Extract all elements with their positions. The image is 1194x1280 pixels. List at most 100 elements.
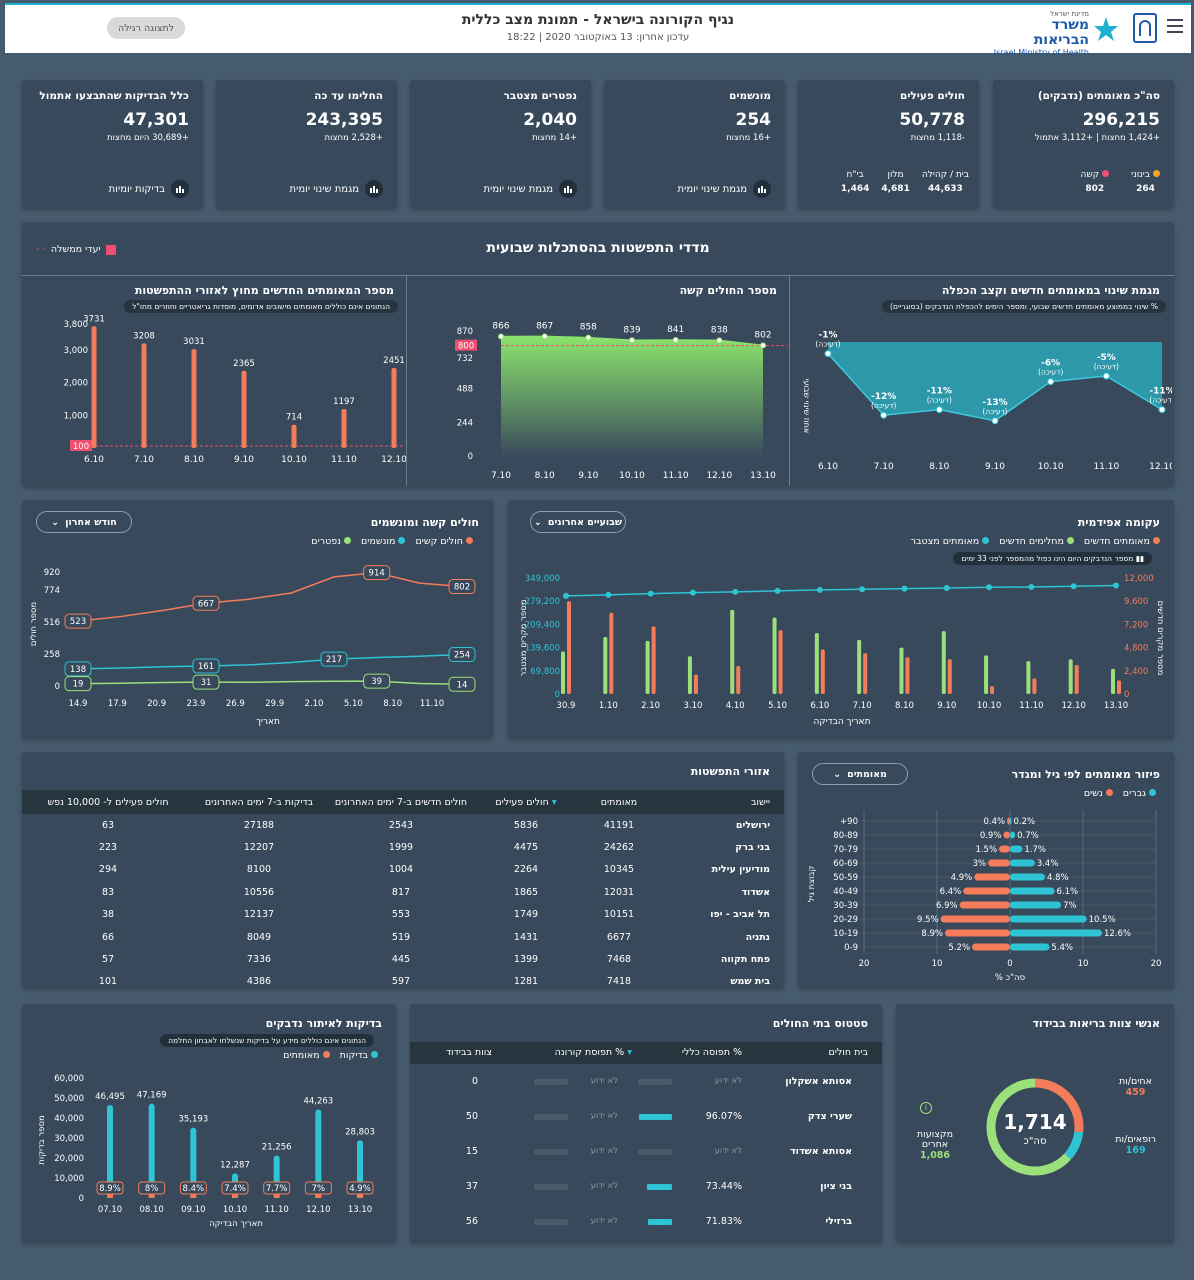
x-axis-label: % סה"כ [995,973,1026,983]
x-tick-label: 2.10 [305,699,324,709]
daily-tests-link[interactable]: בדיקות יומיות [109,180,189,198]
y-tick-label: 488 [457,385,473,395]
general-occupancy-value: לא ידוע [714,1146,742,1156]
ventilated-trend-link[interactable]: מגמת שינוי יומית [678,180,771,198]
hospital-row[interactable]: ברזילי 71.83% לא ידוע 56 [410,1206,882,1241]
menu-icon[interactable] [1167,19,1183,33]
value-badge-text: 217 [326,655,342,665]
tests-value: 46,495 [95,1092,125,1102]
y-right-tick: 7,200 [1124,620,1148,630]
table-row[interactable]: מודיעין עילית 10345 2264 1004 8100 294 [22,859,784,881]
bar-chart-icon [753,180,771,198]
spread-areas-title: אזורי התפשטות [690,765,770,778]
y-tick-label: 516 [44,618,60,628]
x-tick-label: 9.10 [578,471,598,481]
y-tick-label: 20,000 [54,1154,84,1164]
age-group-label: 40-49 [833,887,858,897]
corona-occupancy-value: לא ידוע [590,1146,618,1156]
hospitals-title: סטטוס בתי החולים [772,1017,868,1030]
y-left-tick: 279,200 [525,597,560,607]
table-row[interactable]: אשדוד 12031 1865 817 10556 83 [22,881,784,903]
recovered-bar [645,640,650,694]
new-cases-bar [905,657,910,694]
table-cell: 2543 [388,819,414,831]
men-pct: 6.1% [1057,887,1079,897]
value-badge-text: 254 [454,651,470,661]
y-left-tick: 0 [555,690,560,700]
staff-isolation-panel: אנשי צוות בריאות בבידוד אחים/ות 459 רופאי… [896,1004,1174,1242]
value-badge [448,647,476,663]
x-tick-label: 4.10 [726,701,745,711]
hospital-name: אסותא אשקלון [785,1076,852,1087]
x-tick-label: 23.9 [187,699,206,709]
women-bar [963,887,1010,895]
hospital-row[interactable]: בני ציון 73.44% לא ידוע 37 [410,1171,882,1206]
x-tick-label: 10.10 [977,701,1001,711]
value-badge [363,673,391,689]
men-bar [1010,845,1023,853]
change-point [991,417,999,425]
positive-bar [107,1194,113,1198]
tests-value: 47,169 [137,1091,167,1101]
women-bar [988,859,1010,867]
x-tick-label: 11.10 [264,1205,288,1215]
x-tick-label: 12.10 [1149,462,1172,472]
age-metric-dropdown[interactable]: מאומתים ⌄ [812,763,908,785]
severe-point [716,337,723,344]
table-row[interactable]: נתניה 6677 1431 519 8049 66 [22,926,784,948]
men-pct: 1.7% [1024,845,1046,855]
table-cell: 7468 [606,954,632,966]
bar-value-label: 3731 [83,314,105,324]
gov-targets-legend: יעדי ממשלה - - [36,244,116,255]
table-cell: 553 [391,909,411,921]
general-occupancy-value: לא ידוע [714,1076,742,1086]
outside-bar [391,368,397,448]
men-pct: 12.6% [1104,929,1131,939]
men-pct: 10.5% [1089,915,1116,925]
table-row[interactable]: ירושלים 41191 5836 2543 27188 63 [22,814,784,836]
y-tick-label: 0 [79,1194,84,1204]
x-tick-label: 8.10 [535,471,555,481]
y-right-tick: 4,800 [1124,644,1148,654]
positive-pct: 8.9% [99,1184,121,1194]
x-tick-label: 6.10 [84,455,104,465]
outside-areas-title: מספר המאומתים החדשים מחוץ לאזורי ההתפשטו… [134,284,394,297]
new-cases-bar [1032,678,1037,694]
tests-bar [148,1103,155,1198]
x-tick-label: 10.10 [223,1205,247,1215]
new-cases-bar [863,653,868,694]
city-name: נתניה [745,931,770,943]
info-icon[interactable]: i [920,1102,932,1114]
value-badge [448,676,476,692]
change-sublabel: (דעיכה) [815,340,840,349]
table-row[interactable]: בני ברק 24262 4475 1999 12207 223 [22,836,784,858]
age-group-label: 70-79 [833,845,858,855]
recovered-bar [730,609,735,694]
x-tick-label: 30.9 [557,701,576,711]
table-row[interactable]: פתח תקווה 7468 1399 445 7336 57 [22,948,784,970]
x-tick-label: 5.10 [768,701,787,711]
hospital-row[interactable]: שערי צדק 96.07% לא ידוע 50 [410,1101,882,1136]
severe-range-dropdown[interactable]: חודש אחרון ⌄ [36,511,132,533]
change-sublabel: (דעיכה) [1094,362,1119,371]
general-occupancy-bar [638,1149,672,1155]
recovered-trend-link[interactable]: מגמת שינוי יומית [290,180,383,198]
value-badge-text: 523 [70,617,86,627]
x-tick-label: 5.10 [344,699,363,709]
x-tick-label: 11.10 [663,471,689,481]
corona-occupancy-value: לא ידוע [590,1181,618,1191]
x-tick-label: 8.10 [895,701,914,711]
table-row[interactable]: תל אביב - יפו 10151 1749 553 12137 38 [22,904,784,926]
change-point [824,350,832,358]
simple-view-button[interactable]: לתצוגה רגילה [107,17,185,39]
bar-value-label: 2365 [233,359,255,369]
epi-range-dropdown[interactable]: שבועיים אחרונים ⌄ [530,511,626,533]
corona-occupancy-bar [534,1219,568,1225]
table-cell: 1281 [513,976,539,988]
x-tick-label: 10.10 [281,455,307,465]
value-badge-text: 138 [70,665,86,675]
table-row[interactable]: בית שמש 7418 1281 597 4386 101 [22,971,784,993]
deceased-trend-link[interactable]: מגמת שינוי יומית [484,180,577,198]
hospital-row[interactable]: אסותא אשקלון לא ידוע לא ידוע 0 [410,1066,882,1101]
hospital-row[interactable]: אסותא אשדוד לא ידוע לא ידוע 15 [410,1136,882,1171]
